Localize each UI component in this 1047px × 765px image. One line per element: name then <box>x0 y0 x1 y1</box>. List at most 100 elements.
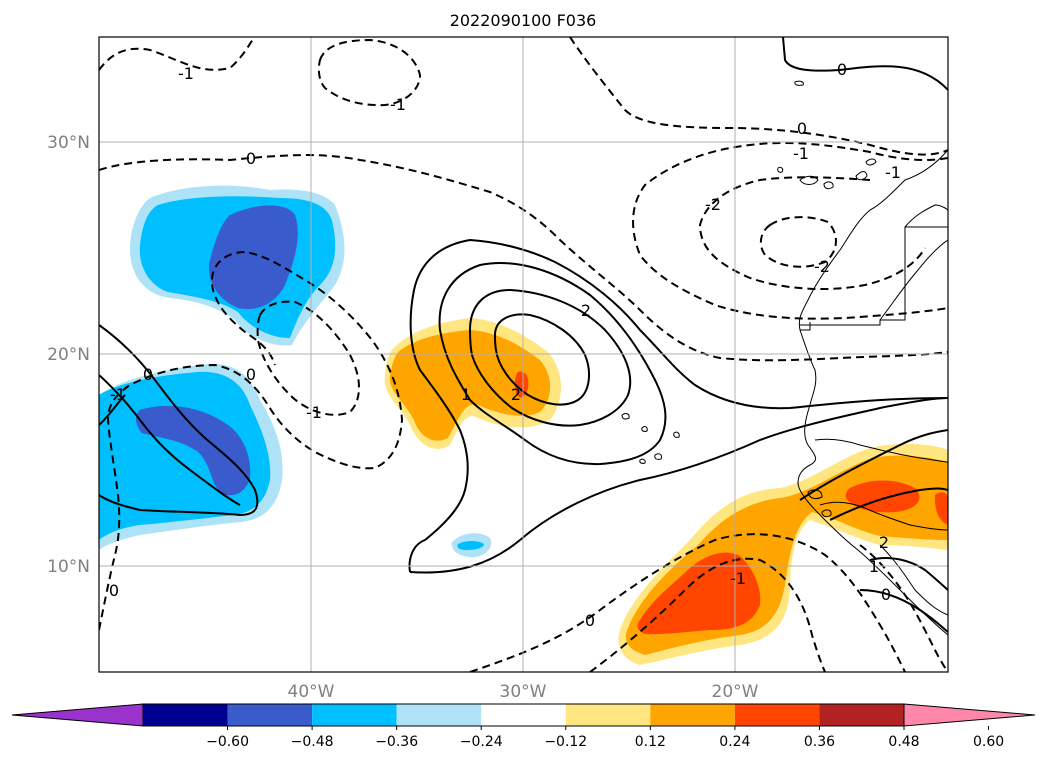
cape-verde-4 <box>654 453 662 460</box>
colorbar-tick-label: 0.48 <box>888 734 919 750</box>
contour-dashed-left-minus1 <box>256 300 360 416</box>
contour-label: 0 <box>797 119 807 138</box>
contour-label: -1 <box>793 144 809 163</box>
map-area: -1 -1 0 0 0 -1 -2 -2 0 0 -1 -1 0 2 2 1 0… <box>99 37 948 672</box>
positive-anomaly-lower-right-peak-a <box>637 552 761 635</box>
contour-solid-left-3 <box>99 394 126 426</box>
contour-solid-lower-right-4 <box>859 589 948 633</box>
contour-solid-zero-center <box>408 238 948 573</box>
lat-label-20n: 20°N <box>47 345 90 365</box>
lat-label-30n: 30°N <box>47 133 90 153</box>
contour-dashed-zero-upper <box>569 37 948 156</box>
lon-label-20w: 20°W <box>712 682 759 702</box>
contour-label: 2 <box>879 533 889 552</box>
contour-label: 0 <box>881 585 891 604</box>
contour-solid-zero-upper-right <box>782 37 948 91</box>
map-frame <box>98 36 949 673</box>
contour-dashed-top-center <box>317 38 422 107</box>
contour-dashed-left-zero <box>99 250 404 631</box>
colorbar-tick-label: 0.60 <box>973 734 1004 750</box>
contour-dashed-lower-right <box>859 544 948 672</box>
colorbar-tick-label: −0.24 <box>460 734 503 750</box>
coastline-africa-south <box>799 489 948 636</box>
contour-dashed-zero-upper-left <box>99 154 948 362</box>
colorbar-outline <box>142 703 905 727</box>
colorbar-segment <box>565 704 651 726</box>
colorbar-tick-label: −0.60 <box>206 734 249 750</box>
colorbar-segment <box>819 704 904 726</box>
cape-verde-5 <box>639 458 646 464</box>
contour-dashed-minus1-right <box>632 142 948 320</box>
canary-island-3 <box>799 175 819 185</box>
canary-island-2 <box>777 166 784 173</box>
contour-label-group: -1 -1 0 0 0 -1 -2 -2 0 0 -1 -1 0 2 2 1 0… <box>109 60 901 630</box>
dashed-contours <box>99 37 948 672</box>
coastline-africa-north <box>798 149 948 331</box>
contour-label: -1 <box>885 163 901 182</box>
cape-verde-1 <box>621 413 630 420</box>
contour-label: 2 <box>511 385 521 404</box>
contour-solid-lower-right-2 <box>829 487 948 521</box>
coastlines <box>797 149 948 636</box>
negative-anomaly-peak-lower-left <box>136 405 251 496</box>
contour-dashed-minus2-right <box>698 176 926 291</box>
lon-label-40w: 40°W <box>288 682 335 702</box>
colorbar-tick-label: −0.12 <box>544 734 587 750</box>
canary-island-6 <box>865 158 877 166</box>
colorbar-tick-label: 0.24 <box>719 734 750 750</box>
lon-label-30w: 30°W <box>500 682 547 702</box>
cape-verde-3 <box>673 431 680 438</box>
contour-label: 0 <box>246 149 256 168</box>
canary-island-5 <box>855 171 868 181</box>
colorbar-tick-label: 0.12 <box>635 734 666 750</box>
contour-dashed-minus2-inner <box>759 216 837 268</box>
negative-anomaly-peak-upper-left <box>208 205 298 310</box>
colorbar-tick-label: −0.48 <box>291 734 334 750</box>
positive-anomaly-center-peak <box>514 371 529 398</box>
coastline-senegal <box>814 438 948 463</box>
contour-label: -1 <box>390 95 406 114</box>
contour-label: 1 <box>869 557 879 576</box>
figure-title: 2022090100 F036 <box>450 11 597 30</box>
contour-label: 0 <box>837 60 847 79</box>
coastline-western-sahara <box>800 226 948 326</box>
contour-label: 1 <box>461 385 471 404</box>
canary-island-1 <box>794 80 804 86</box>
contour-solid-lower-right-1 <box>799 429 948 501</box>
contour-solid-2b <box>493 313 591 406</box>
contour-label: -1 <box>306 403 322 422</box>
cape-verde-2 <box>641 426 648 432</box>
contour-dashed-top-left <box>99 37 256 71</box>
grid-lines <box>99 37 948 672</box>
contour-label: 0 <box>585 611 595 630</box>
colorbar-segment <box>481 704 566 726</box>
contour-label: -1 <box>178 64 194 83</box>
contour-label: 0 <box>246 365 256 384</box>
contour-label: 0 <box>109 581 119 600</box>
positive-anomaly-center-core <box>389 330 551 441</box>
colorbar-tick-label: 0.36 <box>804 734 835 750</box>
contour-label: -2 <box>705 195 721 214</box>
colorbar-extend-max <box>903 703 1036 727</box>
colorbar-tick-label: −0.36 <box>375 734 418 750</box>
contour-label: 2 <box>581 301 591 320</box>
positive-anomaly-right-edge-peak <box>934 492 948 525</box>
negative-anomaly-small-core <box>457 541 484 550</box>
contour-dashed-lower-center-zero <box>469 533 906 672</box>
colorbar-segment <box>312 704 397 726</box>
contour-label: -1 <box>110 385 126 404</box>
contour-solid-2a <box>468 288 632 427</box>
canary-island-4 <box>823 181 834 190</box>
contour-dashed-lower-center-minus1 <box>589 557 826 672</box>
coastline-guinea <box>819 501 948 531</box>
contour-solid-left-1 <box>99 324 259 517</box>
colorbar-segment <box>650 704 735 726</box>
colorbar-segment <box>227 704 313 726</box>
contour-label: -2 <box>814 257 830 276</box>
colorbar-segment <box>734 704 820 726</box>
coastline-mali-boundary <box>879 239 948 321</box>
contour-solid-lower-right-3 <box>869 557 948 591</box>
colorbar: −0.60 −0.48 −0.36 −0.24 −0.12 0.12 0.24 0.36 0.4… <box>11 703 1036 750</box>
contour-solid-zero-outer <box>409 397 948 574</box>
